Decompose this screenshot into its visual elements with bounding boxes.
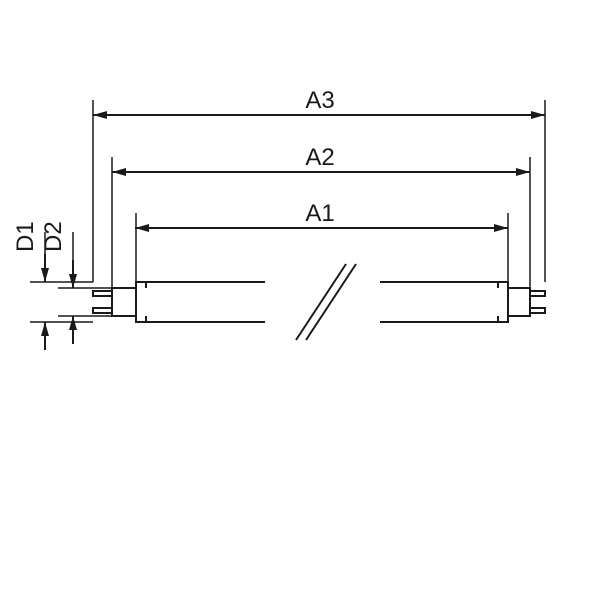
- tube-pin-right-top: [530, 291, 545, 296]
- break-line-2: [306, 264, 356, 340]
- tube-pin-left-top: [93, 291, 112, 296]
- break-line-1: [296, 264, 346, 340]
- dim-label-A2: A2: [305, 144, 334, 171]
- dim-label-A1: A1: [305, 200, 334, 227]
- dim-label-D2: D2: [40, 221, 67, 252]
- tube-body-left: [136, 282, 265, 322]
- dim-label-A3: A3: [305, 87, 334, 114]
- tube-pin-left-bot: [93, 308, 112, 313]
- tube-pin-right-bot: [530, 308, 545, 313]
- dim-label-D1: D1: [12, 221, 39, 252]
- tube-dimension-diagram: A3 A2 A1 D1D2: [0, 0, 600, 600]
- tube-body-right: [380, 282, 508, 322]
- tube-cap-left: [112, 288, 136, 316]
- tube-cap-right: [508, 288, 530, 316]
